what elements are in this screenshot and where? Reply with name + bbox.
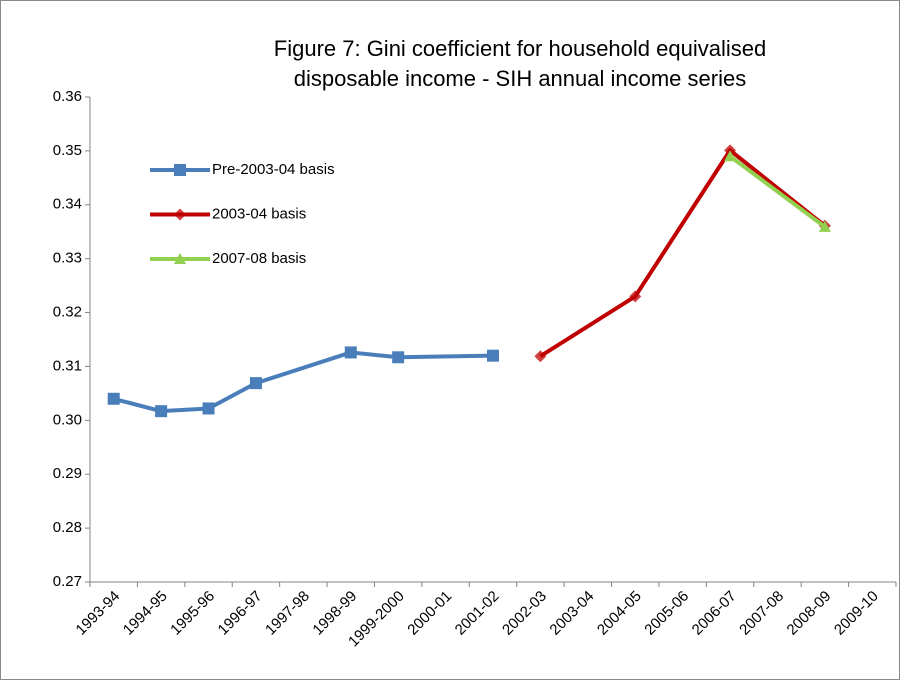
data-point xyxy=(202,402,215,415)
legend-marker xyxy=(174,253,186,264)
legend-label: 2007-08 basis xyxy=(212,250,306,267)
data-point xyxy=(249,377,262,390)
data-point xyxy=(629,290,642,303)
data-point xyxy=(107,392,120,405)
y-tick-label: 0.34 xyxy=(53,196,82,213)
y-tick-label: 0.32 xyxy=(53,304,82,321)
y-tick-label: 0.29 xyxy=(53,465,82,482)
legend-marker xyxy=(174,208,186,221)
data-point xyxy=(534,350,547,363)
y-tick-label: 0.31 xyxy=(53,357,82,374)
data-point xyxy=(392,351,405,364)
data-point xyxy=(818,220,831,232)
y-tick-label: 0.28 xyxy=(53,519,82,536)
legend-label: Pre-2003-04 basis xyxy=(212,161,335,178)
data-point xyxy=(487,349,499,362)
data-point xyxy=(724,150,737,162)
y-tick-label: 0.30 xyxy=(53,411,82,428)
series-line xyxy=(539,148,827,358)
y-tick-label: 0.33 xyxy=(53,250,82,267)
y-tick-label: 0.36 xyxy=(53,88,82,105)
series-line xyxy=(728,154,827,229)
chart-title: Figure 7: Gini coefficient for household… xyxy=(273,36,767,91)
y-tick-label: 0.27 xyxy=(53,573,82,590)
y-tick-label: 0.35 xyxy=(53,142,82,159)
data-point xyxy=(155,405,168,418)
legend-marker xyxy=(174,164,186,176)
legend-label: 2003-04 basis xyxy=(212,205,306,222)
data-point xyxy=(344,346,357,359)
